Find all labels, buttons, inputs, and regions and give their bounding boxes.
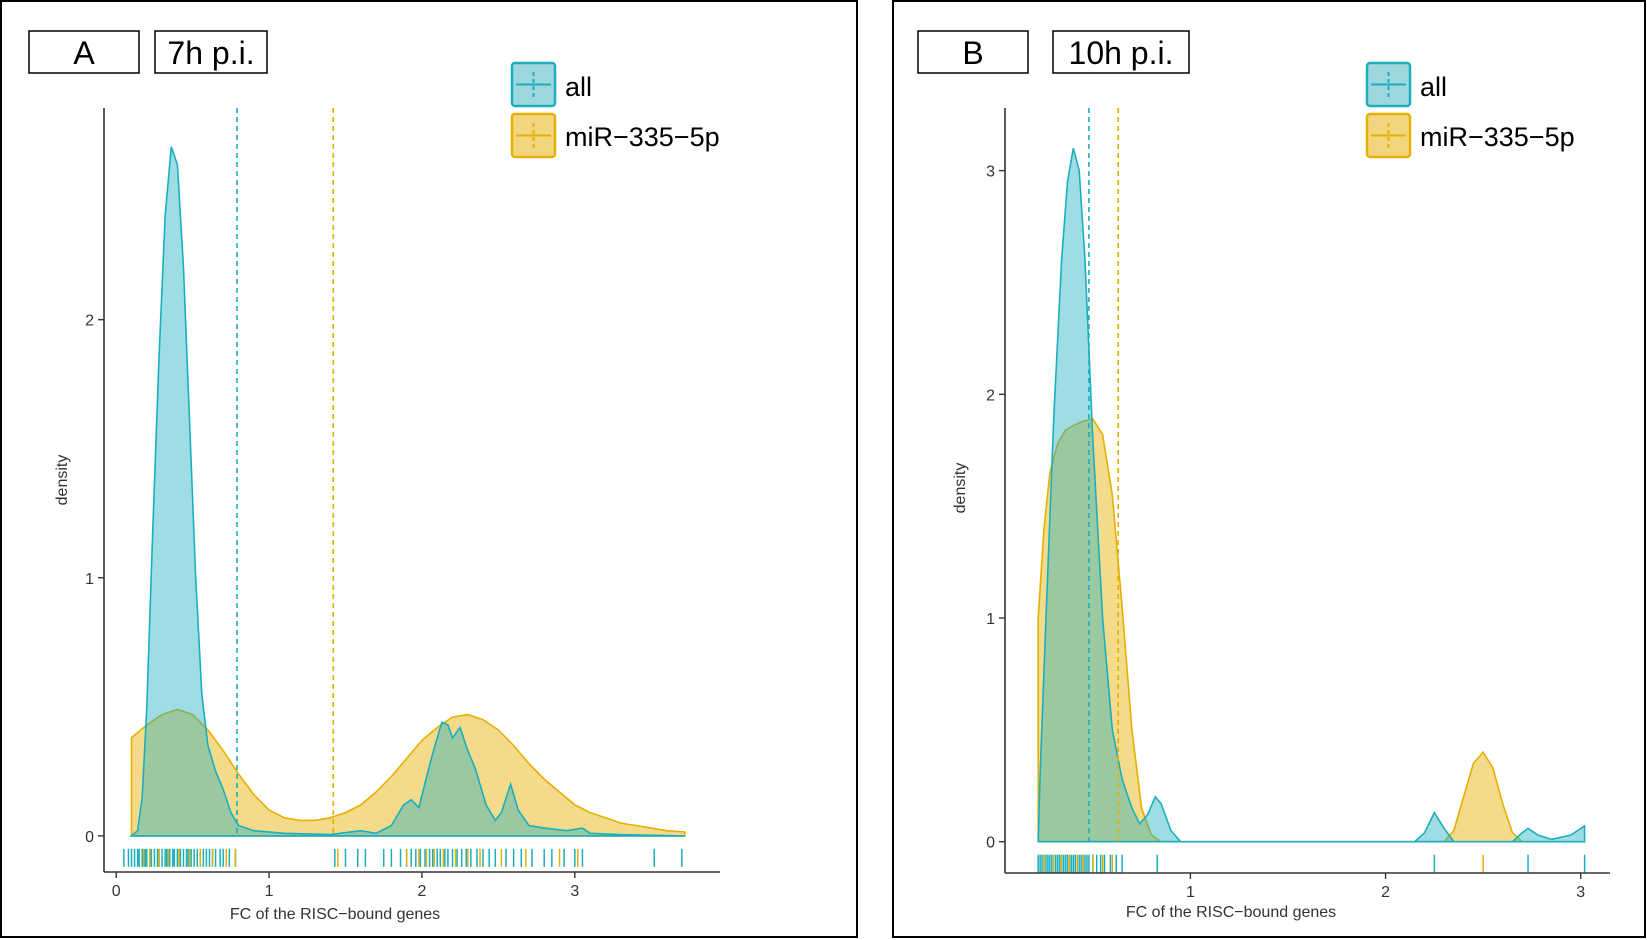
panel-a-legend-mir-label: miR−335−5p bbox=[565, 122, 720, 152]
panel-b-border bbox=[892, 0, 1646, 938]
panel-1-density-all bbox=[1037, 148, 1586, 843]
panel-b-legend-mir-label: miR−335−5p bbox=[1420, 122, 1575, 152]
panel-0-x-tick-label-0: 0 bbox=[112, 883, 121, 900]
panel-1-x-tick-label-1: 2 bbox=[1381, 884, 1390, 901]
panel-0-y-tick-label-1: 1 bbox=[85, 571, 94, 588]
panel-b-legend-all-label: all bbox=[1420, 72, 1447, 102]
panel-b: B 10h p.i. 0 1 2 3 1 2 3 FC of the RISC−bound … bbox=[892, 0, 1646, 938]
panel-a-timepoint-box bbox=[154, 30, 268, 74]
panel-0-density-mir bbox=[130, 708, 686, 837]
panel-a-x-axis-title: FC of the RISC−bound genes bbox=[230, 906, 440, 923]
panel-a-plot-area: 0 1 2 0 1 2 3 bbox=[85, 108, 720, 900]
panel-a-timepoint: 7h p.i. bbox=[167, 35, 254, 71]
panel-1-y-tick-label-0: 0 bbox=[986, 835, 995, 852]
panel-b-label: B bbox=[962, 35, 983, 71]
panel-a-legend-all-label: all bbox=[565, 72, 592, 102]
panel-1-y-tick-label-2: 2 bbox=[986, 387, 995, 404]
panel-1-density-mir bbox=[1037, 417, 1525, 843]
panel-0-y-tick-label-0: 0 bbox=[85, 829, 94, 846]
panel-b-plot-area: 0 1 2 3 1 2 3 bbox=[986, 108, 1610, 901]
panel-0-density-all bbox=[129, 146, 685, 837]
panel-b-x-axis-title: FC of the RISC−bound genes bbox=[1126, 904, 1336, 921]
panel-b-y-axis-title: density bbox=[952, 463, 969, 514]
panel-b-label-box bbox=[917, 30, 1029, 74]
panel-1-x-tick-label-0: 1 bbox=[1186, 884, 1195, 901]
panel-0-y-tick-label-2: 2 bbox=[85, 313, 94, 330]
panel-1-y-tick-label-3: 3 bbox=[986, 164, 995, 181]
panel-a: A 7h p.i. 0 1 2 0 1 2 3 FC of the RISC−bound g… bbox=[0, 0, 858, 938]
panel-a-legend: all miR−335−5p bbox=[510, 61, 720, 159]
panel-b-timepoint-box bbox=[1052, 30, 1190, 74]
panel-0-x-tick-label-2: 2 bbox=[417, 883, 426, 900]
panel-b-legend: all miR−335−5p bbox=[1365, 61, 1575, 159]
panel-0-x-tick-label-3: 3 bbox=[570, 883, 579, 900]
panel-a-label-box bbox=[28, 30, 140, 74]
panel-1-y-tick-label-1: 1 bbox=[986, 611, 995, 628]
panel-a-label: A bbox=[73, 35, 95, 71]
panel-a-y-axis-title: density bbox=[54, 455, 71, 506]
panel-b-timepoint: 10h p.i. bbox=[1069, 35, 1174, 71]
panel-1-x-tick-label-2: 3 bbox=[1576, 884, 1585, 901]
panel-0-x-tick-label-1: 1 bbox=[265, 883, 274, 900]
